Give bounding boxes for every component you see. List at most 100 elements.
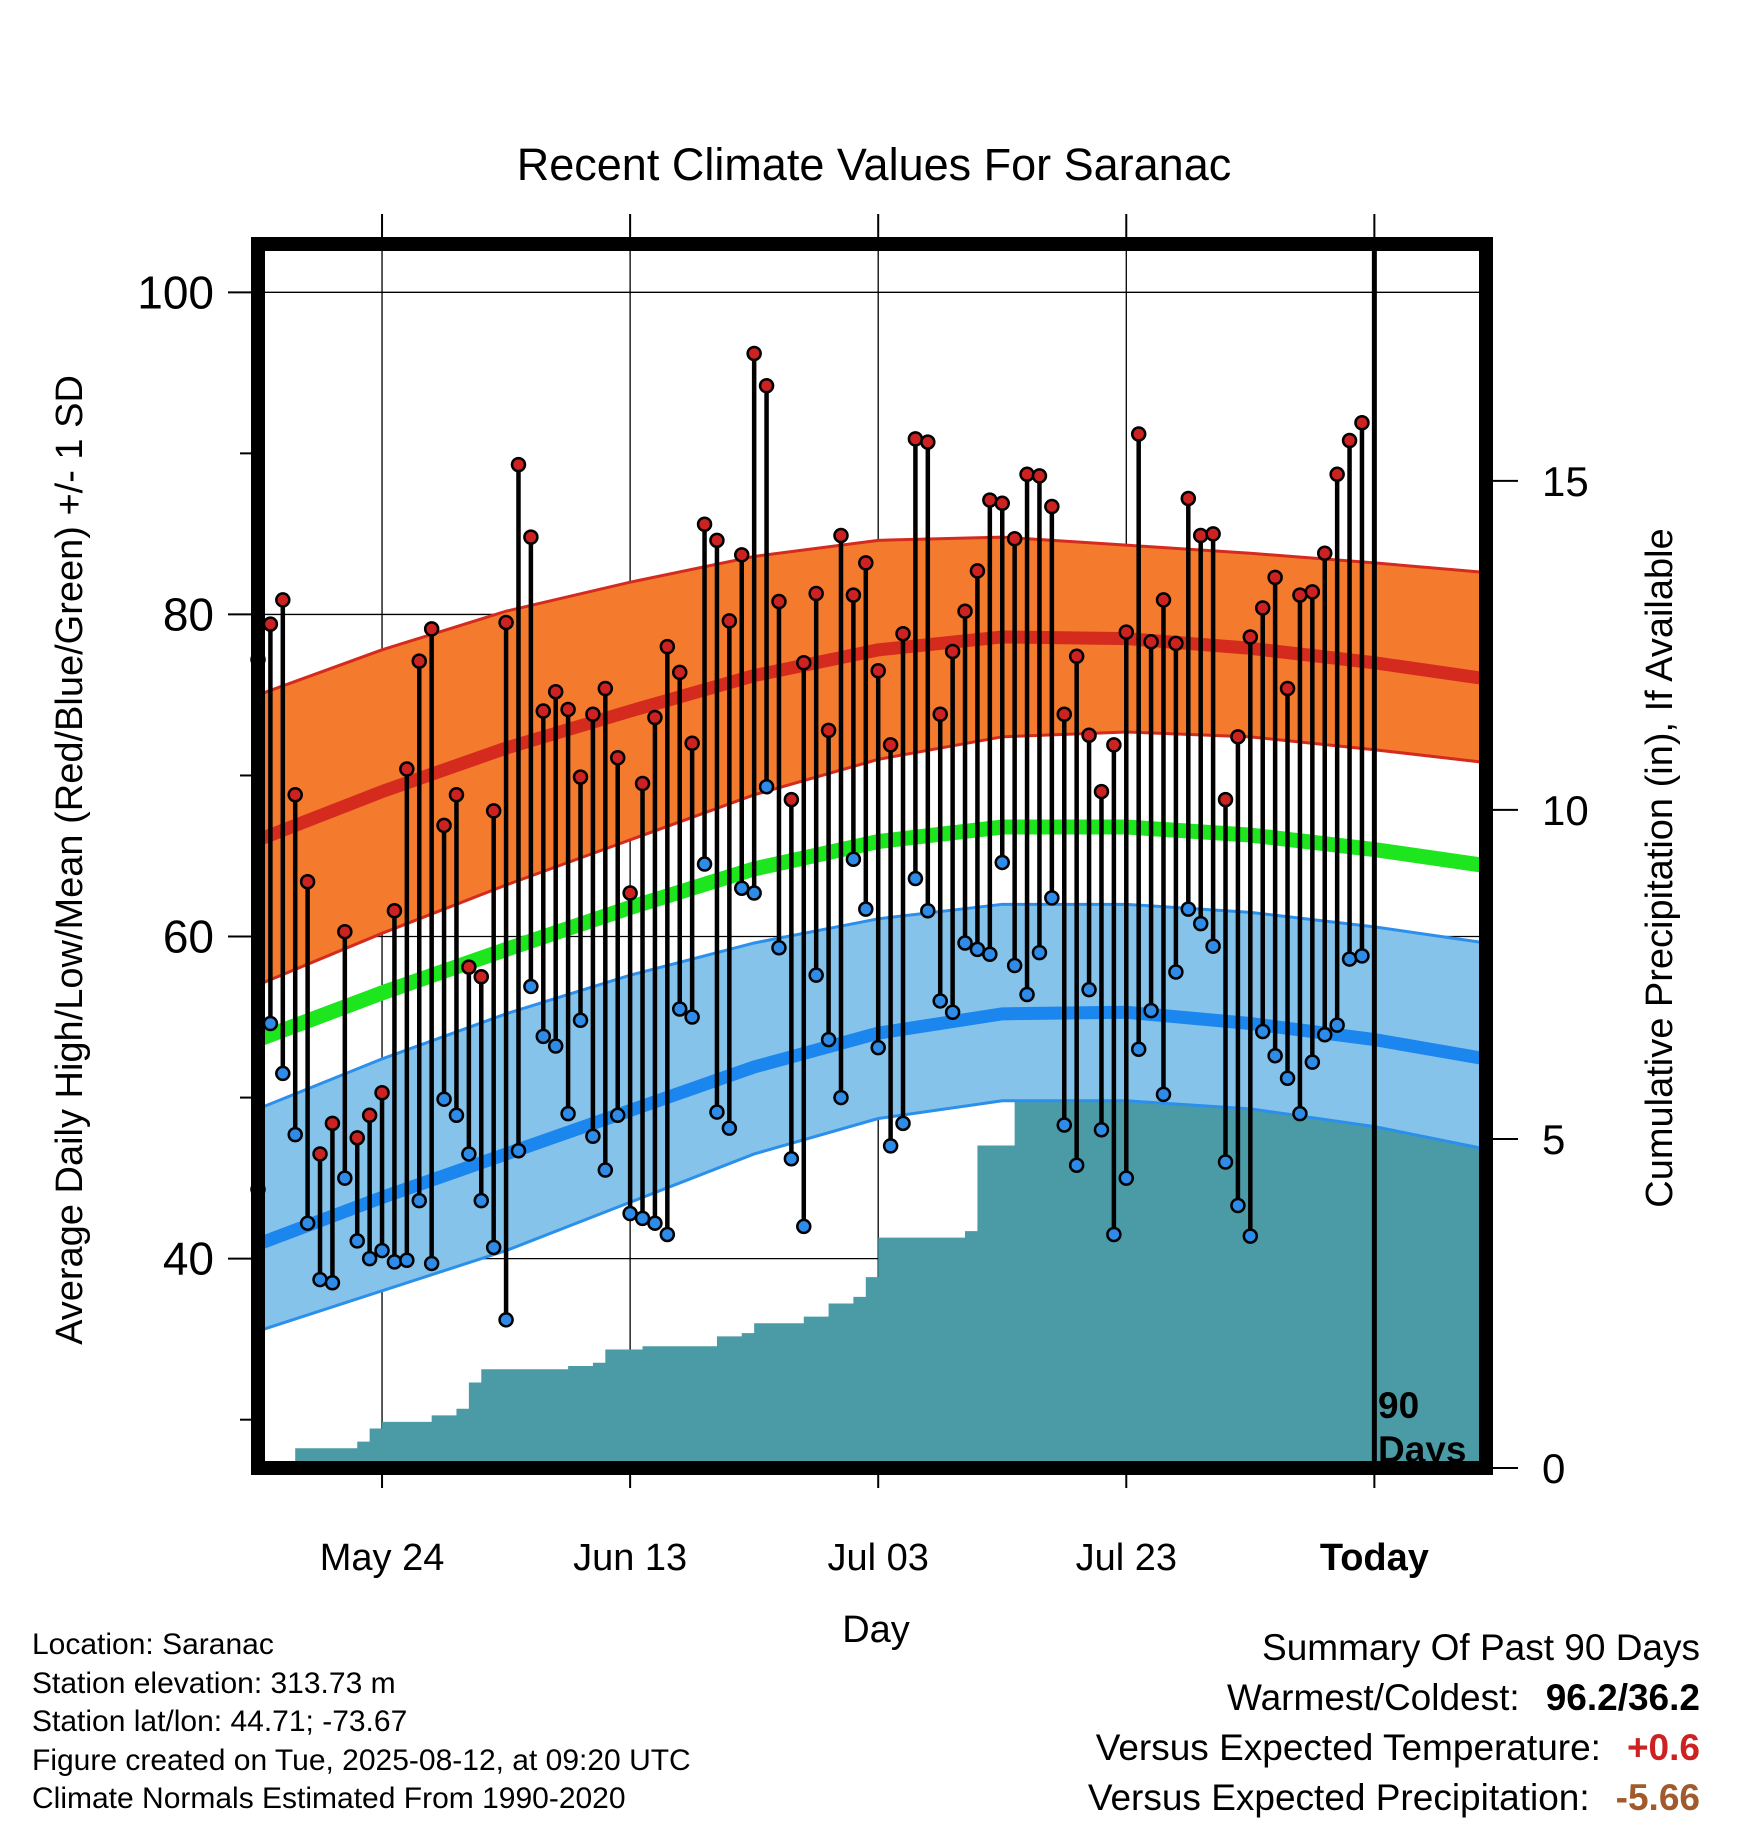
daily-low-point bbox=[746, 885, 762, 901]
daily-high-point bbox=[671, 664, 688, 681]
daily-high-point bbox=[1304, 584, 1321, 600]
daily-low-point bbox=[572, 1012, 589, 1029]
daily-low-point bbox=[523, 978, 539, 995]
daily-high-point bbox=[622, 885, 638, 901]
daily-low-point bbox=[647, 1215, 663, 1231]
daily-low-point bbox=[262, 1015, 279, 1032]
daily-low-point bbox=[907, 870, 924, 887]
y-tick-label: 100 bbox=[137, 266, 214, 318]
daily-high-point bbox=[535, 703, 552, 719]
daily-high-point bbox=[585, 706, 601, 723]
daily-low-point bbox=[709, 1104, 725, 1120]
daily-high-point bbox=[523, 529, 539, 545]
daily-low-point bbox=[473, 1192, 490, 1209]
daily-high-point bbox=[609, 750, 626, 766]
daily-low-point bbox=[411, 1192, 428, 1209]
daily-high-point bbox=[870, 663, 886, 679]
daily-high-point bbox=[659, 638, 676, 655]
daily-low-point bbox=[1354, 948, 1370, 964]
warmest-coldest-label: Warmest/Coldest: bbox=[1227, 1677, 1520, 1718]
y2-tick-label: 5 bbox=[1542, 1116, 1565, 1163]
period-label-number: 90 bbox=[1378, 1385, 1419, 1426]
daily-low-point bbox=[758, 778, 775, 795]
daily-high-point bbox=[634, 775, 651, 792]
warmest-coldest-row: Warmest/Coldest: 96.2/36.2 bbox=[1088, 1673, 1700, 1723]
daily-low-point bbox=[932, 993, 948, 1009]
daily-high-point bbox=[1019, 466, 1035, 483]
daily-low-point bbox=[833, 1089, 849, 1106]
daily-high-point bbox=[1155, 592, 1172, 608]
daily-high-point bbox=[473, 969, 490, 985]
daily-low-point bbox=[870, 1039, 886, 1056]
daily-low-point bbox=[845, 851, 862, 867]
daily-high-point bbox=[411, 653, 428, 669]
daily-low-point bbox=[1316, 1027, 1333, 1043]
daily-low-point bbox=[1341, 951, 1358, 967]
daily-low-point bbox=[982, 946, 998, 962]
y2-tick-label: 15 bbox=[1542, 458, 1589, 505]
daily-low-point bbox=[585, 1128, 601, 1144]
daily-high-point bbox=[461, 959, 477, 975]
daily-high-point bbox=[907, 431, 924, 447]
daily-low-point bbox=[783, 1151, 800, 1167]
daily-high-point bbox=[1106, 737, 1122, 753]
summary-panel: Summary Of Past 90 Days Warmest/Coldest:… bbox=[1088, 1622, 1700, 1823]
daily-low-point bbox=[1006, 957, 1023, 974]
y-tick-label: 80 bbox=[163, 588, 214, 640]
daily-high-point bbox=[262, 616, 279, 632]
y2-tick-label: 10 bbox=[1542, 787, 1589, 834]
daily-low-point bbox=[485, 1239, 502, 1256]
daily-high-point bbox=[547, 683, 564, 700]
temperature-departure-label: Versus Expected Temperature: bbox=[1095, 1727, 1601, 1768]
daily-high-point bbox=[374, 1084, 390, 1101]
daily-low-point bbox=[535, 1028, 552, 1045]
daily-high-point bbox=[399, 761, 415, 777]
daily-high-point bbox=[783, 791, 800, 808]
daily-high-point bbox=[994, 495, 1010, 512]
daily-low-point bbox=[882, 1138, 899, 1154]
x-tick-label: Jul 03 bbox=[827, 1537, 928, 1579]
daily-high-point bbox=[858, 555, 874, 571]
y-tick-label: 40 bbox=[163, 1233, 214, 1285]
daily-high-point bbox=[572, 769, 589, 785]
daily-high-point bbox=[1093, 783, 1110, 800]
daily-high-point bbox=[808, 585, 824, 602]
daily-low-point bbox=[659, 1226, 676, 1243]
daily-low-point bbox=[1031, 944, 1048, 961]
daily-low-point bbox=[671, 1001, 688, 1017]
normal-high-line bbox=[255, 630, 1487, 846]
daily-high-point bbox=[746, 345, 762, 362]
low-lower-line bbox=[257, 1099, 1487, 1333]
daily-low-point bbox=[634, 1210, 651, 1227]
daily-low-point bbox=[1192, 915, 1209, 932]
daily-low-point bbox=[461, 1146, 477, 1162]
warmest-coldest-value: 96.2/36.2 bbox=[1545, 1677, 1700, 1718]
daily-high-point bbox=[647, 709, 663, 726]
daily-low-point bbox=[1168, 964, 1184, 980]
daily-low-point bbox=[399, 1252, 415, 1268]
daily-high-point bbox=[895, 625, 911, 642]
daily-high-point bbox=[771, 593, 787, 610]
daily-high-point bbox=[1242, 629, 1259, 645]
daily-high-point bbox=[560, 701, 576, 718]
daily-low-point bbox=[448, 1107, 465, 1124]
daily-high-point bbox=[1081, 727, 1097, 743]
daily-high-point bbox=[1217, 791, 1234, 808]
daily-low-point bbox=[944, 1004, 961, 1020]
daily-low-point bbox=[796, 1218, 812, 1235]
daily-high-point bbox=[920, 434, 936, 450]
daily-high-point bbox=[1205, 526, 1221, 542]
daily-low-point bbox=[1254, 1023, 1271, 1040]
daily-low-point bbox=[337, 1170, 353, 1186]
daily-high-point bbox=[820, 722, 837, 739]
daily-high-point bbox=[721, 613, 738, 629]
daily-high-point bbox=[932, 706, 948, 723]
daily-high-point bbox=[361, 1107, 378, 1124]
axes-layer: 40 60 80 100 0 5 10 15 May 24 Jun 13 Jul 03 Jul 23 T… bbox=[137, 214, 1589, 1579]
daily-high-point bbox=[944, 643, 961, 660]
daily-high-point bbox=[696, 516, 713, 532]
daily-low-point bbox=[1068, 1157, 1085, 1173]
daily-low-point bbox=[361, 1250, 378, 1267]
daily-high-point bbox=[882, 737, 899, 753]
